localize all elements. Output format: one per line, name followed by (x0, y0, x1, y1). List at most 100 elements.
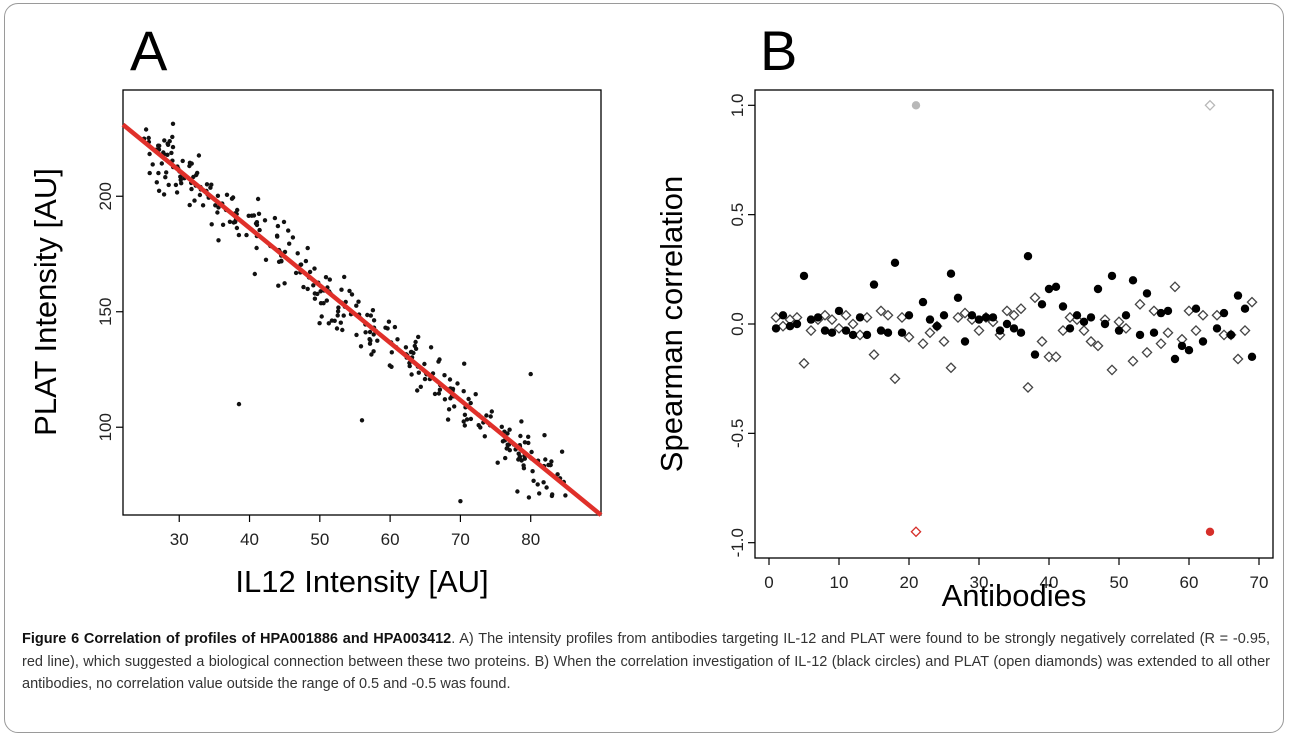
panel-b-il12-circle (792, 319, 802, 329)
panel-b-plat-diamond (1232, 353, 1244, 365)
panel-b-il12-circle (967, 311, 977, 320)
panel-a-point (365, 312, 370, 318)
panel-a-point (473, 392, 478, 397)
panel-a-point (215, 193, 221, 198)
panel-a-point (461, 389, 466, 394)
panel-a-point (227, 219, 233, 224)
panel-a-ytick-label: 100 (96, 413, 115, 441)
panel-a-point (375, 338, 380, 343)
panel-a-point (254, 245, 259, 251)
panel-a-fit-line (121, 122, 603, 517)
panel-b-il12-circle (1184, 346, 1194, 355)
panel-a-point (416, 334, 421, 340)
panel-a-point (499, 424, 504, 429)
panel-a-point (235, 207, 240, 213)
panel-b-il12-circle (1044, 284, 1054, 294)
panel-a-point (326, 321, 331, 326)
panel-b-il12-circle (1177, 341, 1187, 351)
panel-a-point (319, 314, 324, 319)
panel-b-xtick-label: 40 (1040, 573, 1059, 592)
panel-a-point (163, 175, 168, 180)
panel-a-point (526, 434, 531, 439)
panel-b-ylabel: Spearman correlation (654, 176, 689, 472)
panel-a-point (530, 469, 535, 474)
panel-b-plat-diamond (819, 309, 831, 321)
panel-a-point (170, 134, 175, 140)
panel-a-point (455, 381, 460, 386)
panel-b-ytick-label: 1.0 (728, 93, 747, 117)
panel-b-il12-circle (1191, 304, 1201, 313)
panel-b-plat-diamond (1246, 296, 1258, 308)
panel-b-plat-diamond (847, 318, 859, 330)
panel-b-plat-diamond (805, 325, 817, 337)
panel-a-point (150, 162, 155, 167)
panel-b-plat-diamond (854, 329, 866, 341)
panel-a-point (303, 258, 309, 264)
panel-a-point (559, 449, 565, 454)
panel-b-il12-circle (1051, 282, 1061, 291)
panel-a-point (323, 275, 329, 280)
panel-b-xlabel: Antibodies (942, 578, 1087, 613)
panel-b-plat-diamond (917, 338, 929, 350)
panel-b-il12-circle (834, 306, 844, 316)
panel-a-point (244, 232, 249, 238)
panel-b-il12-circle (1016, 328, 1026, 337)
panel-a-point (403, 345, 409, 350)
panel-a-point (327, 277, 332, 282)
panel-a-point (276, 259, 282, 264)
panel-a-point (263, 257, 269, 262)
panel-b-plat-diamond (1001, 305, 1013, 317)
panel-b-il12-highlight (1205, 527, 1215, 536)
figure-frame (4, 3, 1284, 733)
panel-b-plat-diamond (1190, 325, 1202, 337)
panel-b-il12-circle (785, 322, 795, 331)
panel-b-il12-circle (876, 326, 886, 335)
panel-b-plat-diamond (882, 309, 894, 321)
panel-b-il12-circle (1023, 252, 1033, 261)
panel-a-point (452, 404, 457, 409)
panel-a-point (392, 324, 398, 330)
panel-a-point (170, 121, 176, 127)
panel-b-il12-circle (960, 337, 970, 346)
panel-a-point (482, 434, 487, 439)
panel-a-point (187, 202, 192, 208)
panel-a-point (395, 337, 400, 342)
panel-b-il12-circle (855, 313, 865, 322)
panel-a-point (413, 339, 418, 345)
panel-a-point (389, 350, 394, 355)
figure-caption: Figure 6 Correlation of profiles of HPA0… (22, 628, 1270, 696)
panel-a-ytick-label: 150 (96, 298, 115, 326)
panel-a-point (215, 210, 220, 215)
panel-a-ticks: 30 40 50 60 70 80 100 150 200 (96, 182, 540, 549)
panel-b-plat-diamond (1008, 309, 1020, 321)
panel-b-il12-circle (1135, 330, 1145, 340)
panel-b-il12-circle (827, 328, 837, 337)
panel-b-letter: B (760, 19, 797, 82)
panel-a-point (387, 363, 392, 368)
panel-a-point (363, 330, 368, 335)
panel-b-plat-diamond (840, 309, 852, 321)
panel-a-point (146, 135, 151, 141)
panel-a-point (358, 344, 364, 349)
panel-a-point (370, 308, 376, 313)
panel-b-plat-diamond (1141, 346, 1153, 358)
panel-b-plat-diamond (1169, 281, 1181, 293)
panel-a-point (437, 387, 443, 392)
panel-a-point (432, 391, 438, 397)
panel-b-plat-diamond (875, 305, 887, 317)
panel-b-il12-circle (988, 313, 998, 322)
panel-a-point (336, 305, 341, 310)
panel-b-plat-diamond (1106, 364, 1118, 376)
panel-a-point (174, 190, 180, 195)
panel-b-il12-circle (995, 326, 1005, 335)
panel-b-il12-circle (981, 313, 991, 322)
panel-a-point (173, 182, 179, 188)
panel-a-point (436, 359, 441, 364)
panel-a-point (335, 313, 340, 318)
panel-b-il12-circle (1219, 308, 1229, 318)
panel-a-point (368, 313, 373, 318)
panel-b-il12-circle (1128, 276, 1138, 285)
panel-a-point (448, 396, 453, 401)
panel-b-ytick-label: -1.0 (728, 528, 747, 557)
panel-a-point (335, 309, 341, 314)
